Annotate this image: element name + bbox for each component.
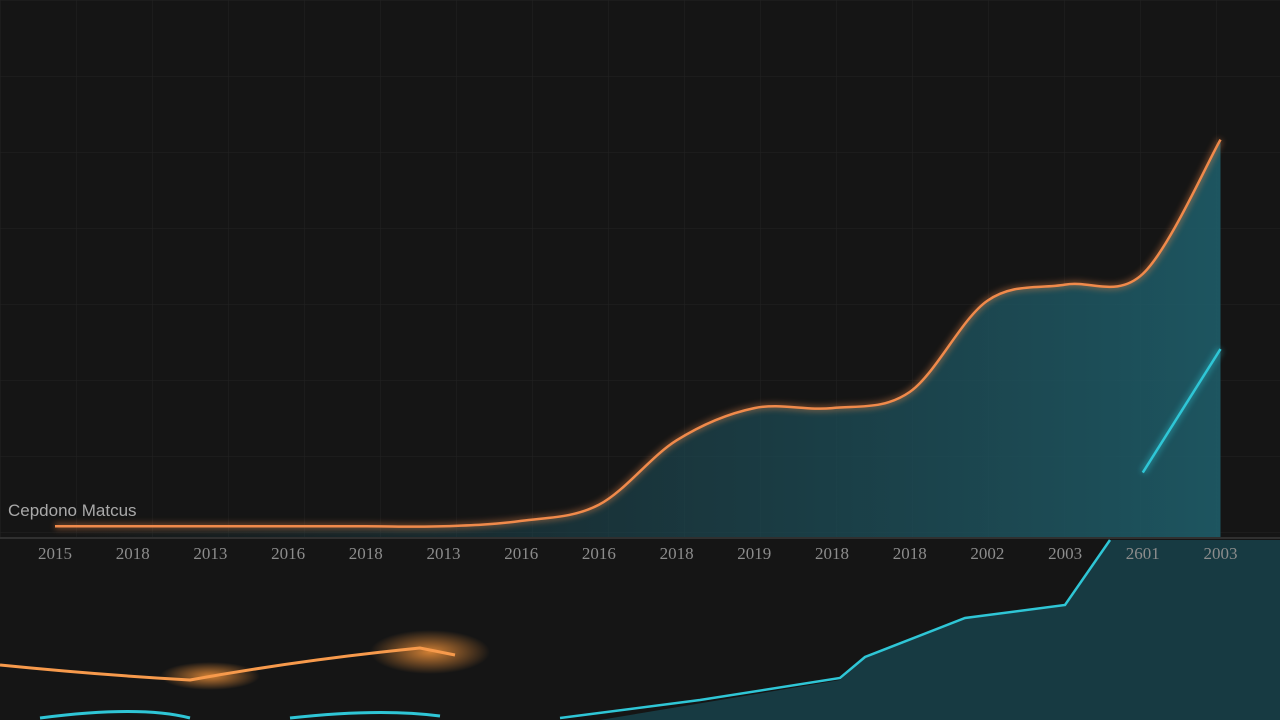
x-tick-label: 2018 [349,544,383,563]
decoration [0,539,1280,720]
x-tick-label: 2013 [193,544,227,563]
x-tick-label: 2003 [1204,544,1238,563]
x-ticks: 2015 2018 2013 2016 2018 2013 2016 2016 2018 2019… [38,544,1238,563]
x-tick-label: 2016 [504,544,538,563]
x-tick-label: 2018 [660,544,694,563]
x-tick-label: 2003 [1048,544,1082,563]
chart-title: Cepdono Matcus [8,501,137,520]
x-tick-label: 2018 [815,544,849,563]
x-tick-label: 2018 [116,544,150,563]
x-tick-label: 2002 [970,544,1004,563]
line [1141,348,1222,474]
area-fill [55,139,1221,537]
x-tick-label: 2015 [38,544,72,563]
reflection-area [600,540,1280,720]
line [55,138,1222,528]
reflection-line [39,710,441,720]
reflection-line [559,539,1112,720]
x-tick-label: 2013 [427,544,461,563]
x-tick-label: 2016 [582,544,616,563]
plot [55,137,1224,537]
x-tick-label: 2018 [893,544,927,563]
x-tick-label: 2016 [271,544,305,563]
glow [370,630,490,674]
x-tick-label: 2601 [1126,544,1160,563]
reflection-line [0,646,456,682]
x-tick-label: 2019 [737,544,771,563]
